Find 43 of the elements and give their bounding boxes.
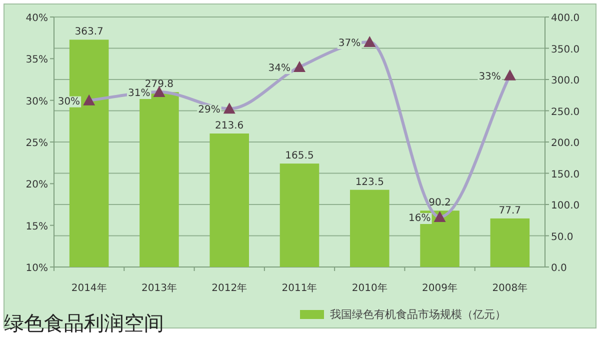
- x-tick-label: 2014年: [71, 282, 107, 294]
- x-tick-label: 2008年: [492, 282, 528, 294]
- bar: [280, 164, 320, 267]
- bar: [350, 190, 390, 267]
- y-tick-label: 15%: [26, 221, 48, 232]
- x-tick-label: 2009年: [422, 282, 458, 294]
- data-label: 37%: [338, 38, 361, 49]
- y-tick-label: 20%: [26, 180, 48, 191]
- y-tick-label: 25%: [26, 138, 48, 149]
- y2-tick-label: 200.0: [551, 138, 580, 149]
- x-tick-label: 2013年: [141, 282, 177, 294]
- bar: [210, 134, 249, 267]
- data-label: 123.5: [355, 176, 384, 188]
- data-label: 77.7: [498, 205, 522, 216]
- y-tick-label: 40%: [26, 13, 48, 24]
- y2-tick-label: 250.0: [551, 106, 580, 118]
- data-label: 279.8: [144, 79, 174, 90]
- y-tick-label: 10%: [26, 263, 48, 274]
- data-label: 30%: [58, 96, 80, 108]
- y2-tick-label: 50.0: [551, 232, 574, 243]
- x-tick-label: 2012年: [212, 282, 248, 294]
- bar: [490, 218, 530, 267]
- y2-tick-label: 350.0: [551, 44, 580, 56]
- data-label: 31%: [128, 88, 150, 99]
- data-label: 33%: [478, 71, 501, 82]
- data-label: 34%: [268, 63, 290, 74]
- text: 绿色食品利润空间: [4, 311, 164, 335]
- y2-tick-label: 300.0: [551, 76, 580, 86]
- y-tick-label: 30%: [26, 96, 48, 108]
- data-label: 29%: [198, 104, 220, 116]
- y2-tick-label: 0.0: [551, 263, 567, 274]
- x-tick-label: 2010年: [352, 282, 388, 294]
- data-label: 165.5: [285, 150, 314, 162]
- legend: 我国绿色有机食品市场规模（亿元）: [300, 308, 506, 321]
- data-label: 363.7: [74, 26, 104, 38]
- y-tick-label: 35%: [26, 54, 48, 66]
- data-label: 213.6: [215, 120, 244, 132]
- y2-tick-label: 400.0: [551, 13, 580, 24]
- data-label: 16%: [408, 213, 431, 224]
- y2-tick-label: 150.0: [551, 169, 580, 180]
- data-label: 90.2: [428, 198, 451, 209]
- x-tick-label: 2011年: [282, 282, 318, 294]
- y2-tick-label: 100.0: [551, 200, 580, 212]
